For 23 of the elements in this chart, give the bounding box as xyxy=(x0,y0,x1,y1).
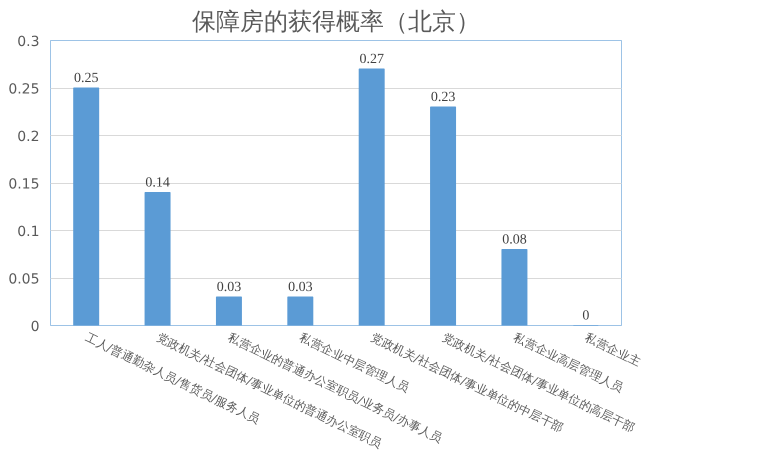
bar xyxy=(73,88,100,326)
bar xyxy=(216,296,242,326)
y-tick-label: 0.2 xyxy=(17,129,40,145)
data-label: 0.08 xyxy=(502,232,527,248)
y-tick-label: 0.05 xyxy=(8,272,40,288)
bar xyxy=(287,296,314,326)
bar xyxy=(501,249,528,326)
data-label: 0.03 xyxy=(216,280,242,295)
y-tick-label: 0.25 xyxy=(8,82,40,98)
data-label: 0.27 xyxy=(359,52,384,67)
bar xyxy=(144,192,171,326)
data-label: 0.23 xyxy=(430,90,456,105)
bar xyxy=(430,106,456,326)
data-label: 0.25 xyxy=(74,71,98,86)
bar xyxy=(358,68,385,326)
chart-title: 保障房的获得概率（北京） xyxy=(192,8,480,36)
y-tick-label: 0.1 xyxy=(17,224,40,240)
data-label: 0 xyxy=(582,308,590,324)
data-label: 0.03 xyxy=(288,280,313,295)
y-tick-label: 0.3 xyxy=(17,34,40,50)
y-tick-label: 0.15 xyxy=(8,176,40,192)
data-label: 0.14 xyxy=(145,176,170,190)
y-tick-label: 0 xyxy=(30,319,40,335)
